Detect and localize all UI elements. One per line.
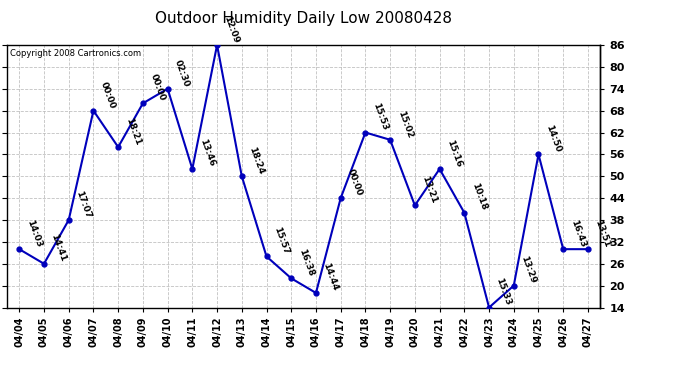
Text: 14:50: 14:50 bbox=[544, 124, 562, 154]
Text: 15:53: 15:53 bbox=[371, 102, 389, 132]
Text: 15:33: 15:33 bbox=[495, 277, 513, 307]
Text: 14:03: 14:03 bbox=[25, 218, 43, 248]
Text: 18:21: 18:21 bbox=[124, 116, 142, 146]
Text: 13:51: 13:51 bbox=[593, 218, 612, 248]
Text: Copyright 2008 Cartronics.com: Copyright 2008 Cartronics.com bbox=[10, 49, 141, 58]
Text: 14:41: 14:41 bbox=[50, 233, 68, 263]
Text: 16:43: 16:43 bbox=[569, 218, 587, 248]
Text: 16:38: 16:38 bbox=[297, 248, 315, 278]
Text: 13:46: 13:46 bbox=[198, 138, 216, 168]
Text: 18:24: 18:24 bbox=[247, 146, 266, 176]
Text: 15:16: 15:16 bbox=[445, 138, 464, 168]
Text: 15:57: 15:57 bbox=[272, 226, 290, 256]
Text: 12:09: 12:09 bbox=[223, 14, 241, 44]
Text: 00:00: 00:00 bbox=[99, 80, 117, 110]
Text: 02:30: 02:30 bbox=[173, 58, 191, 88]
Text: 13:21: 13:21 bbox=[420, 175, 439, 205]
Text: 00:00: 00:00 bbox=[148, 73, 166, 102]
Text: 10:18: 10:18 bbox=[470, 182, 488, 212]
Text: 15:02: 15:02 bbox=[395, 109, 414, 139]
Text: 17:07: 17:07 bbox=[75, 189, 92, 219]
Text: 14:44: 14:44 bbox=[322, 262, 340, 292]
Text: Outdoor Humidity Daily Low 20080428: Outdoor Humidity Daily Low 20080428 bbox=[155, 11, 452, 26]
Text: 13:29: 13:29 bbox=[520, 255, 538, 285]
Text: 00:00: 00:00 bbox=[346, 168, 364, 197]
